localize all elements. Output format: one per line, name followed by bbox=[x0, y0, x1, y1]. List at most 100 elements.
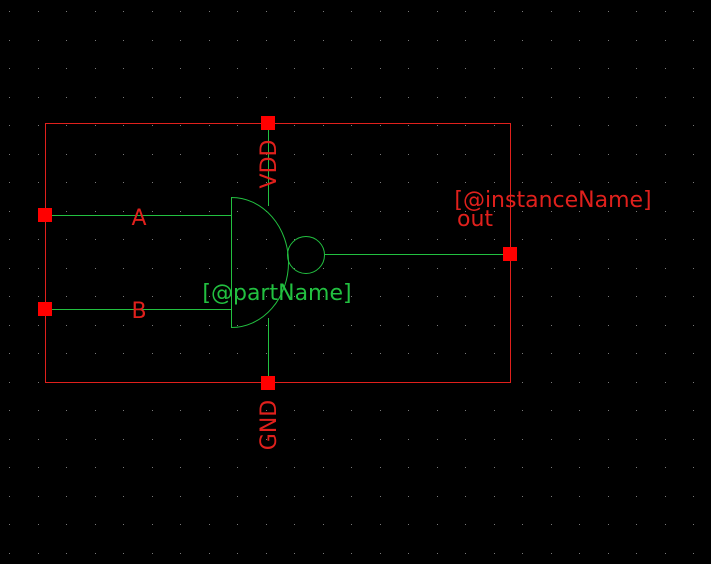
grid-dot bbox=[408, 239, 409, 240]
grid-dot bbox=[579, 325, 580, 326]
grid-dot bbox=[665, 40, 666, 41]
grid-dot bbox=[38, 410, 39, 411]
grid-dot bbox=[323, 154, 324, 155]
grid-dot bbox=[294, 182, 295, 183]
grid-dot bbox=[380, 11, 381, 12]
grid-dot bbox=[9, 382, 10, 383]
grid-dot bbox=[608, 211, 609, 212]
grid-dot bbox=[636, 182, 637, 183]
grid-dot bbox=[180, 524, 181, 525]
grid-dot bbox=[152, 467, 153, 468]
grid-dot bbox=[209, 154, 210, 155]
grid-dot bbox=[152, 239, 153, 240]
grid-dot bbox=[551, 496, 552, 497]
grid-dot bbox=[123, 211, 124, 212]
grid-dot bbox=[380, 40, 381, 41]
grid-dot bbox=[294, 125, 295, 126]
grid-dot bbox=[180, 211, 181, 212]
grid-dot bbox=[608, 268, 609, 269]
grid-dot bbox=[437, 353, 438, 354]
grid-dot bbox=[180, 296, 181, 297]
grid-dot bbox=[636, 296, 637, 297]
grid-dot bbox=[608, 496, 609, 497]
pin-out[interactable] bbox=[503, 247, 517, 261]
grid-dot bbox=[465, 467, 466, 468]
grid-dot bbox=[152, 11, 153, 12]
grid-dot bbox=[522, 553, 523, 554]
grid-dot bbox=[294, 211, 295, 212]
grid-dot bbox=[152, 268, 153, 269]
vdd-pin-label: VDD bbox=[257, 140, 282, 189]
grid-dot bbox=[351, 239, 352, 240]
grid-dot bbox=[693, 40, 694, 41]
grid-dot bbox=[665, 467, 666, 468]
grid-dot bbox=[351, 268, 352, 269]
grid-dot bbox=[38, 68, 39, 69]
grid-dot bbox=[95, 125, 96, 126]
grid-dot bbox=[522, 125, 523, 126]
nand-gate-body bbox=[231, 196, 289, 329]
grid-dot bbox=[465, 11, 466, 12]
grid-dot bbox=[237, 11, 238, 12]
grid-dot bbox=[351, 439, 352, 440]
grid-dot bbox=[437, 97, 438, 98]
grid-dot bbox=[579, 68, 580, 69]
grid-dot bbox=[323, 182, 324, 183]
output-pin-label: out bbox=[457, 207, 493, 232]
grid-dot bbox=[437, 11, 438, 12]
grid-dot bbox=[123, 296, 124, 297]
grid-dot bbox=[237, 211, 238, 212]
grid-dot bbox=[494, 125, 495, 126]
grid-dot bbox=[636, 410, 637, 411]
grid-dot bbox=[579, 296, 580, 297]
grid-dot bbox=[66, 439, 67, 440]
grid-dot bbox=[323, 125, 324, 126]
grid-dot bbox=[152, 439, 153, 440]
grid-dot bbox=[380, 211, 381, 212]
grid-dot bbox=[351, 467, 352, 468]
grid-dot bbox=[693, 154, 694, 155]
grid-dot bbox=[579, 410, 580, 411]
grid-dot bbox=[437, 268, 438, 269]
pin-b[interactable] bbox=[38, 302, 52, 316]
grid-dot bbox=[522, 325, 523, 326]
grid-dot bbox=[380, 325, 381, 326]
grid-dot bbox=[494, 467, 495, 468]
grid-dot bbox=[237, 496, 238, 497]
grid-dot bbox=[551, 125, 552, 126]
grid-dot bbox=[522, 40, 523, 41]
grid-dot bbox=[494, 325, 495, 326]
grid-dot bbox=[437, 239, 438, 240]
part-name-label: [@partName] bbox=[202, 281, 351, 306]
grid-dot bbox=[294, 524, 295, 525]
grid-dot bbox=[665, 68, 666, 69]
pin-gnd[interactable] bbox=[261, 376, 275, 390]
pin-vdd[interactable] bbox=[261, 116, 275, 130]
grid-dot bbox=[95, 496, 96, 497]
grid-dot bbox=[95, 325, 96, 326]
grid-dot bbox=[123, 410, 124, 411]
grid-dot bbox=[95, 268, 96, 269]
grid-dot bbox=[180, 97, 181, 98]
grid-dot bbox=[608, 353, 609, 354]
grid-dot bbox=[408, 125, 409, 126]
grid-dot bbox=[465, 553, 466, 554]
grid-dot bbox=[9, 97, 10, 98]
grid-dot bbox=[66, 353, 67, 354]
grid-dot bbox=[636, 40, 637, 41]
grid-dot bbox=[380, 125, 381, 126]
grid-dot bbox=[693, 382, 694, 383]
grid-dot bbox=[38, 553, 39, 554]
grid-dot bbox=[665, 154, 666, 155]
grid-dot bbox=[465, 524, 466, 525]
pin-a[interactable] bbox=[38, 208, 52, 222]
grid-dot bbox=[38, 325, 39, 326]
grid-dot bbox=[693, 68, 694, 69]
grid-dot bbox=[38, 125, 39, 126]
grid-dot bbox=[152, 410, 153, 411]
grid-dot bbox=[465, 211, 466, 212]
grid-dot bbox=[608, 553, 609, 554]
grid-dot bbox=[465, 496, 466, 497]
